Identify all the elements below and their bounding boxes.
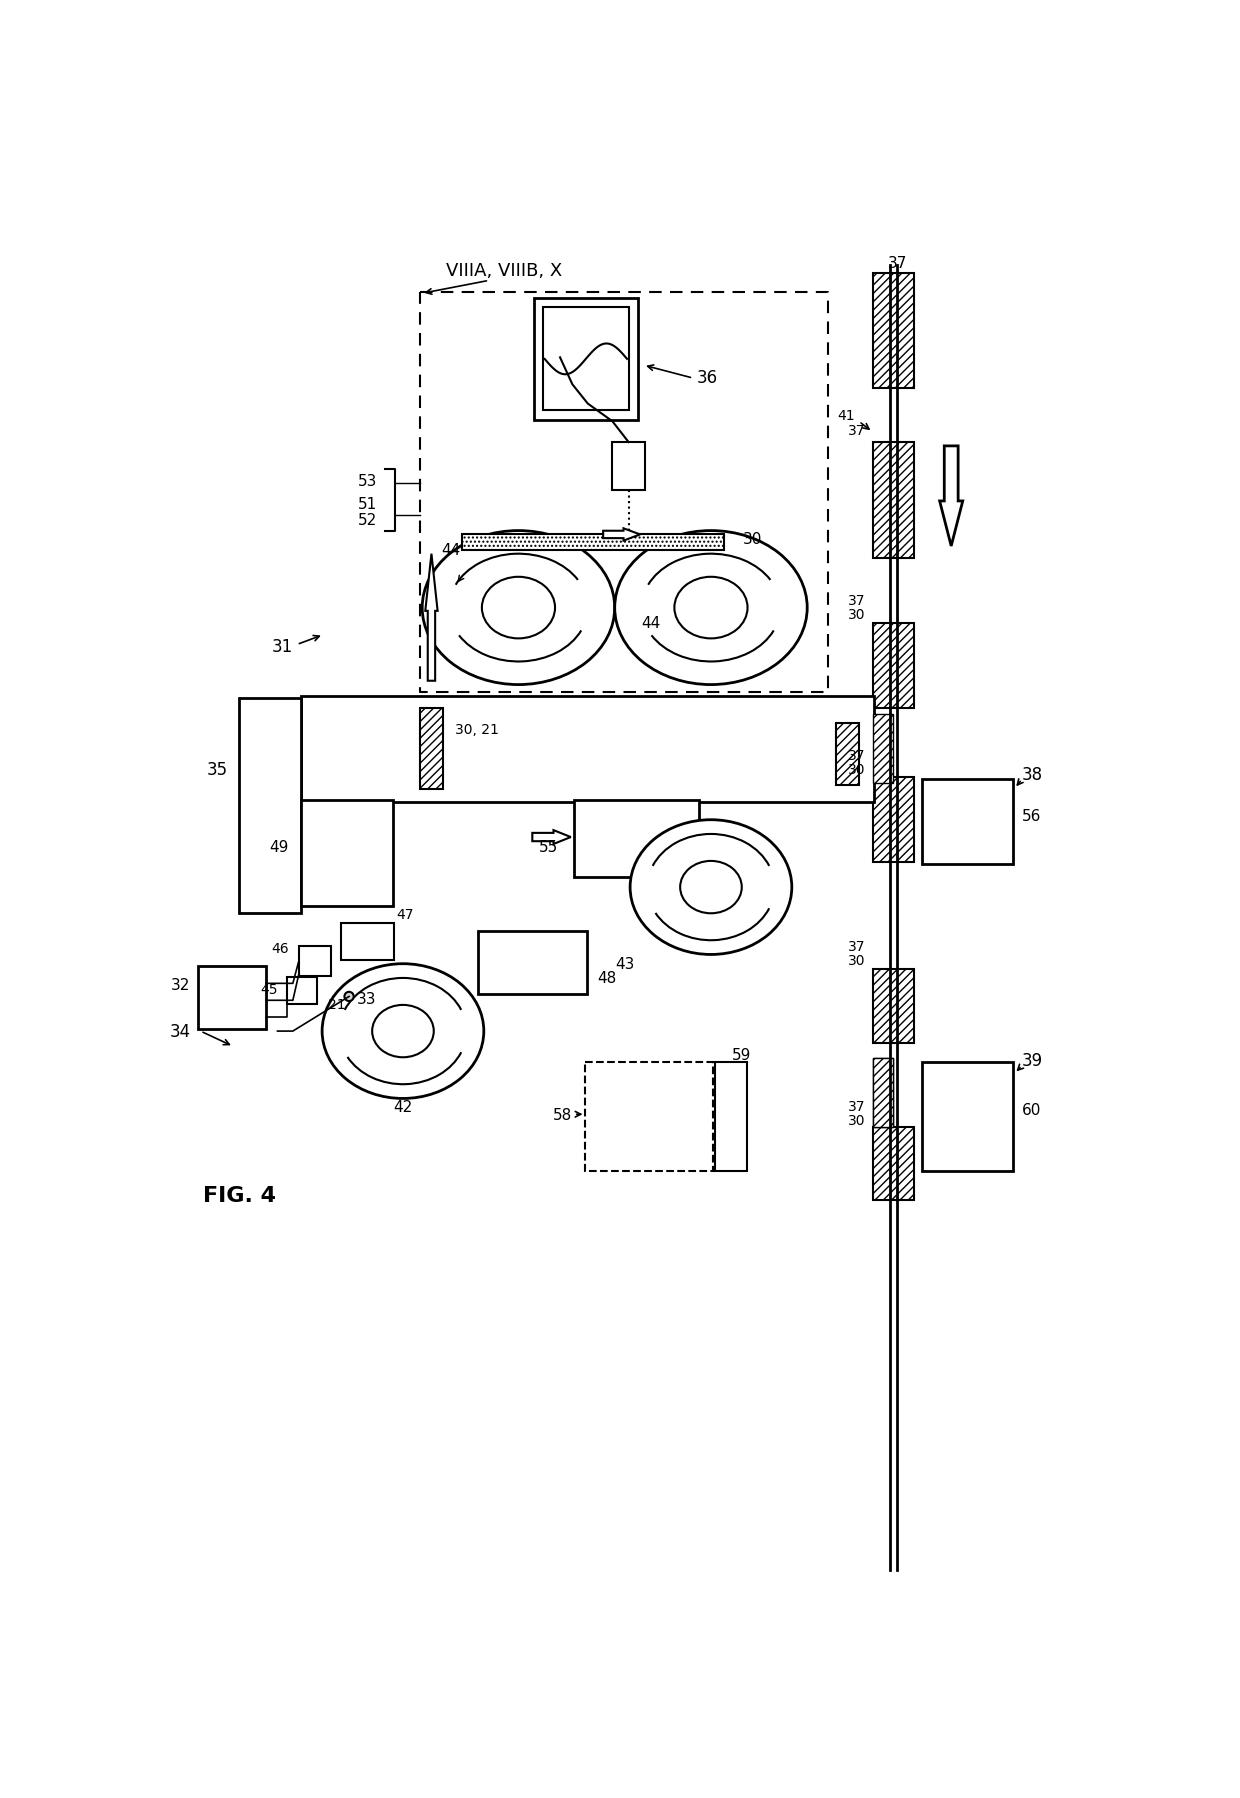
Bar	[921, 1063, 1013, 1172]
Text: 42: 42	[393, 1099, 413, 1115]
Bar	[873, 969, 914, 1043]
Text: 30: 30	[847, 953, 866, 967]
Text: 52: 52	[358, 512, 377, 527]
Text: 47: 47	[397, 908, 414, 922]
Bar	[873, 273, 914, 388]
Bar	[873, 714, 893, 784]
Polygon shape	[603, 529, 640, 541]
Bar	[477, 931, 587, 994]
Text: 35: 35	[206, 761, 227, 779]
Text: VIIIA, VIIIB, X: VIIIA, VIIIB, X	[446, 263, 563, 280]
Bar	[585, 1063, 713, 1172]
Bar	[239, 699, 300, 913]
Text: 37: 37	[847, 750, 866, 762]
Text: 30: 30	[847, 762, 866, 777]
Text: 30: 30	[847, 1113, 866, 1127]
Text: 44: 44	[641, 617, 661, 631]
Ellipse shape	[630, 820, 792, 955]
Bar	[543, 307, 629, 412]
Text: 38: 38	[1022, 766, 1043, 784]
Text: FIG. 4: FIG. 4	[203, 1185, 275, 1205]
Text: 56: 56	[1022, 809, 1042, 823]
Text: 32: 32	[171, 978, 191, 992]
Text: 30, 21: 30, 21	[455, 723, 498, 737]
Bar	[420, 708, 443, 789]
Text: 37: 37	[847, 424, 866, 439]
Text: 21: 21	[327, 998, 345, 1012]
Circle shape	[345, 992, 353, 1001]
Text: 49: 49	[269, 840, 289, 854]
Text: 37: 37	[847, 1099, 866, 1113]
Bar	[341, 924, 394, 960]
Text: 36: 36	[697, 369, 718, 387]
Text: 59: 59	[732, 1046, 751, 1063]
Bar	[873, 624, 914, 708]
Ellipse shape	[322, 964, 484, 1099]
Text: 53: 53	[358, 473, 377, 489]
Text: 58: 58	[553, 1108, 573, 1122]
Polygon shape	[532, 831, 570, 845]
Bar	[714, 1063, 748, 1172]
Bar	[574, 800, 698, 877]
Text: 34: 34	[170, 1023, 191, 1041]
Text: 55: 55	[539, 840, 558, 854]
Text: 30: 30	[847, 608, 866, 622]
Text: 44: 44	[441, 543, 460, 557]
Ellipse shape	[422, 530, 615, 685]
Polygon shape	[940, 446, 962, 547]
Bar	[873, 1127, 914, 1201]
Text: 33: 33	[357, 992, 376, 1007]
Ellipse shape	[615, 530, 807, 685]
Bar	[836, 723, 859, 786]
Text: 43: 43	[615, 957, 635, 971]
Bar	[198, 966, 265, 1028]
Bar	[921, 780, 1013, 865]
Bar	[299, 948, 331, 976]
Bar	[873, 777, 914, 863]
Bar	[300, 698, 874, 804]
Text: 37: 37	[847, 593, 866, 608]
Polygon shape	[425, 554, 438, 681]
Bar	[873, 1059, 893, 1127]
Bar	[463, 536, 724, 550]
Ellipse shape	[675, 577, 748, 638]
Bar	[288, 978, 316, 1005]
Bar	[300, 800, 393, 906]
Text: 46: 46	[272, 942, 289, 955]
Text: 48: 48	[596, 971, 616, 985]
Text: 45: 45	[260, 982, 278, 996]
Bar	[534, 298, 637, 421]
Text: 51: 51	[358, 496, 377, 512]
Text: 39: 39	[1022, 1052, 1043, 1070]
Text: 37: 37	[888, 255, 906, 271]
Bar	[613, 442, 645, 491]
Bar	[873, 1059, 893, 1127]
Bar	[873, 442, 914, 557]
Ellipse shape	[372, 1005, 434, 1057]
Text: 30: 30	[743, 532, 763, 547]
Text: 60: 60	[1022, 1102, 1042, 1118]
Ellipse shape	[482, 577, 556, 638]
Text: 31: 31	[272, 638, 293, 656]
Text: 41: 41	[837, 408, 854, 423]
Text: 37: 37	[847, 940, 866, 955]
Ellipse shape	[681, 861, 742, 913]
